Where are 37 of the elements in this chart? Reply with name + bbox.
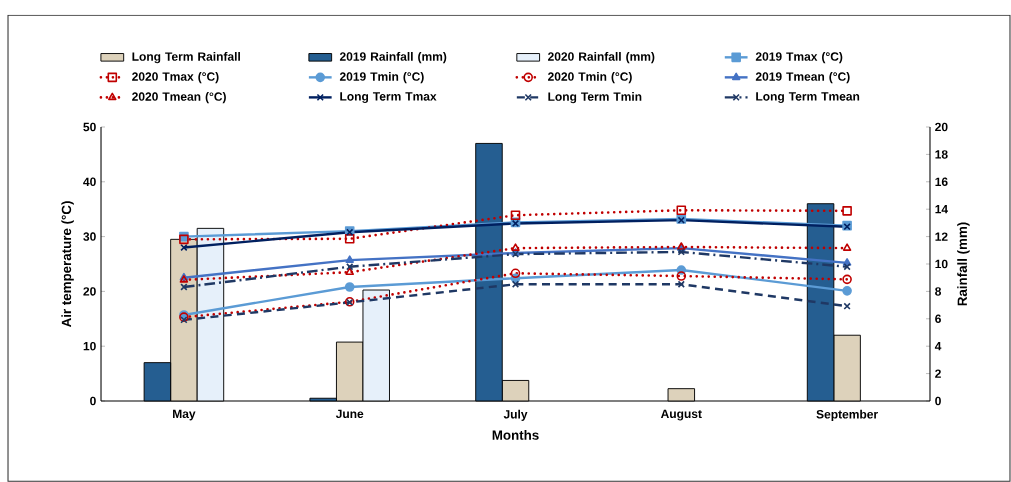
y2-tick-label: 6: [935, 314, 941, 324]
legend-label: Long Term Tmin: [548, 92, 642, 104]
x-tick-label: August: [660, 409, 702, 421]
legend-label: Long Term Tmax: [340, 92, 437, 104]
x-tick-label: June: [335, 409, 364, 419]
x-tick-label: May: [173, 409, 196, 421]
y-tick-label: 20: [83, 287, 96, 296]
y-tick-label: 0: [90, 396, 96, 406]
legend-label: Long Term Tmean: [756, 92, 860, 104]
y-tick-label: 30: [83, 232, 96, 241]
legend-label: 2019 Rainfall (mm): [339, 51, 447, 64]
legend-label: 2019 Tmin (°C): [339, 72, 424, 84]
y2-tick-label: 4: [934, 342, 942, 351]
y2-tick-label: 8: [935, 287, 942, 296]
y2-tick-label: 16: [935, 177, 948, 187]
legend-label: 2019 Tmax (°C): [755, 51, 843, 64]
y2-tick-label: 10: [935, 259, 948, 269]
y2-tick-label: 18: [935, 150, 948, 159]
legend-label: Long Term Rainfall: [132, 51, 240, 64]
x-tick-label: September: [816, 409, 878, 421]
legend-label: 2019 Tmean (°C): [755, 72, 850, 84]
x-axis-title: Months: [492, 430, 539, 440]
y2-tick-label: 14: [935, 205, 948, 214]
x-tick-label: July: [503, 409, 528, 421]
legend-label: 2020 Tmax (°C): [132, 72, 219, 84]
legend-label: 2020 Tmean (°C): [132, 92, 226, 104]
y2-tick-label: 2: [935, 369, 941, 378]
legend-label: 2020 Tmin (°C): [548, 72, 632, 84]
y2-axis-title: Rainfall (mm): [957, 222, 970, 306]
y-tick-label: 10: [83, 341, 96, 351]
y-axis-title: Air temperature (°C): [61, 201, 74, 328]
y-tick-label: 50: [83, 122, 96, 132]
y2-tick-label: 0: [935, 396, 941, 406]
y-tick-label: 40: [83, 177, 96, 187]
legend-label: 2020 Rainfall (mm): [548, 51, 655, 64]
y2-tick-label: 20: [935, 122, 948, 132]
y2-tick-label: 12: [935, 232, 948, 241]
